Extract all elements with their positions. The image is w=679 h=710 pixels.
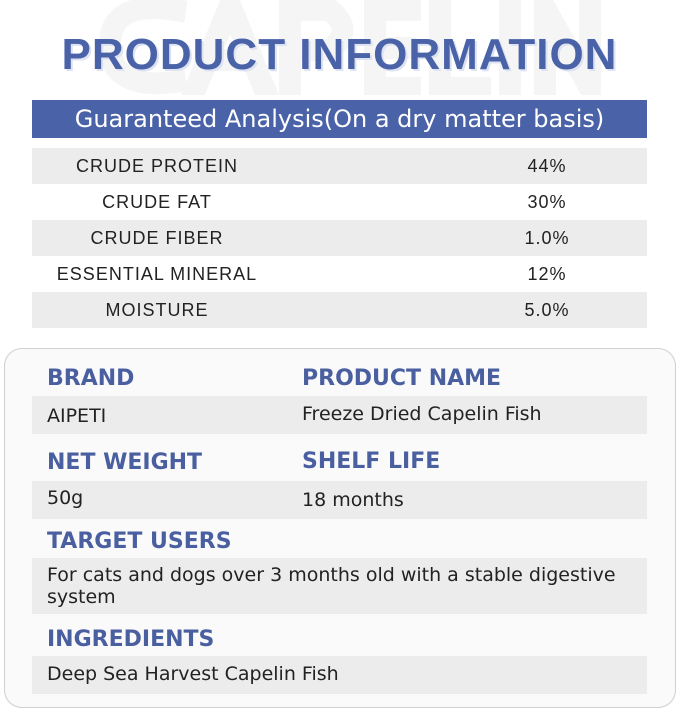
analysis-row: CRUDE FAT 30% [32, 184, 647, 220]
ingredients-label: INGREDIENTS [47, 627, 215, 652]
nutrient-name: CRUDE PROTEIN [75, 156, 238, 176]
nutrient-name: CRUDE FAT [102, 192, 212, 212]
nutrient-name: MOISTURE [105, 300, 209, 320]
brand-label: BRAND [47, 366, 135, 391]
nutrient-value: 44% [527, 156, 567, 176]
product-name-value: Freeze Dried Capelin Fish [302, 403, 542, 425]
nutrient-value: 30% [527, 192, 567, 212]
nutrient-name: ESSENTIAL MINERAL [56, 264, 258, 284]
analysis-row: ESSENTIAL MINERAL 12% [32, 256, 647, 292]
nutrient-value: 12% [527, 264, 567, 284]
nutrient-value: 1.0% [524, 228, 570, 248]
nutrient-value: 5.0% [524, 300, 570, 320]
analysis-row: CRUDE PROTEIN 44% [32, 148, 647, 184]
product-name-label: PRODUCT NAME [302, 366, 502, 391]
shelf-life-value: 18 months [302, 489, 404, 511]
net-weight-value: 50g [47, 487, 84, 509]
nutrient-name: CRUDE FIBER [90, 228, 224, 248]
brand-value: AIPETI [47, 405, 107, 427]
page-title: PRODUCT INFORMATION [61, 30, 618, 79]
shelf-life-label: SHELF LIFE [302, 449, 441, 474]
net-weight-label: NET WEIGHT [47, 450, 203, 475]
value-band [32, 481, 647, 519]
analysis-row: CRUDE FIBER 1.0% [32, 220, 647, 256]
value-band [32, 396, 647, 434]
target-users-value: For cats and dogs over 3 months old with… [47, 564, 616, 608]
target-users-label: TARGET USERS [47, 529, 232, 554]
value-band [32, 656, 647, 694]
watermark [98, 0, 601, 95]
analysis-row: MOISTURE 5.0% [32, 292, 647, 328]
value-band [32, 558, 647, 614]
ingredients-value: Deep Sea Harvest Capelin Fish [47, 663, 339, 685]
analysis-heading: Guaranteed Analysis(On a dry matter basi… [32, 100, 647, 138]
